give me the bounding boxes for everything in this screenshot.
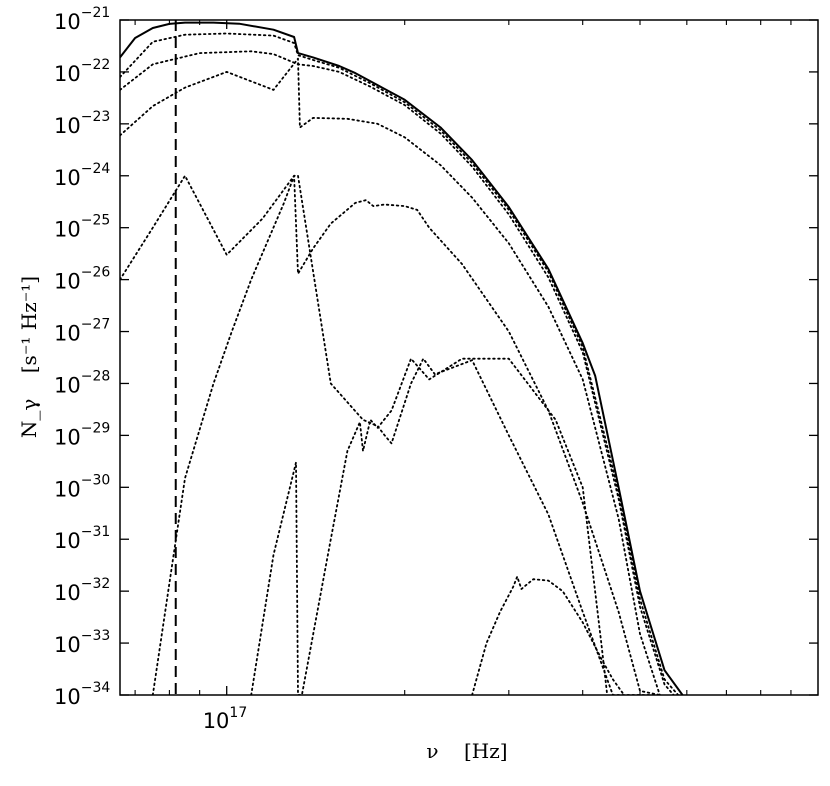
series-line-4 [120, 57, 661, 695]
y-tick-label: 10−29 [54, 420, 110, 449]
series-line-2 [120, 32, 679, 695]
series-line-6 [151, 174, 656, 695]
y-tick-label: 10−27 [54, 317, 110, 346]
y-tick-label: 10−33 [54, 628, 110, 657]
x-tick-labels: 1017 [203, 705, 248, 733]
y-axis-label: N_γ [s⁻¹ Hz⁻¹] [17, 276, 41, 438]
y-tick-labels: 10−21 10−22 10−23 10−24 10−25 10−26 10−27 10−28… [54, 5, 110, 709]
series-line-7 [250, 357, 609, 695]
y-tick-label: 10−23 [54, 109, 110, 138]
x-axis-label: ν [Hz] [426, 739, 507, 763]
x-tick-label: 1017 [203, 705, 248, 733]
series-line-5 [120, 174, 661, 695]
y-tick-label: 10−34 [54, 680, 110, 709]
series-line-8 [471, 575, 625, 695]
series-line-3 [120, 50, 675, 695]
y-tick-label: 10−21 [54, 5, 110, 34]
y-tick-label: 10−28 [54, 368, 110, 397]
series-layer [120, 21, 684, 695]
series-line-1 [120, 21, 684, 695]
plot-frame [119, 19, 819, 696]
y-tick-label: 10−32 [54, 576, 110, 605]
y-tick-label: 10−31 [54, 524, 110, 553]
y-tick-label: 10−24 [54, 161, 110, 190]
y-tick-label: 10−30 [54, 472, 110, 501]
y-tick-label: 10−22 [54, 57, 110, 86]
y-tick-label: 10−25 [54, 213, 110, 242]
ticks-layer [120, 19, 818, 696]
y-tick-label: 10−26 [54, 265, 110, 294]
